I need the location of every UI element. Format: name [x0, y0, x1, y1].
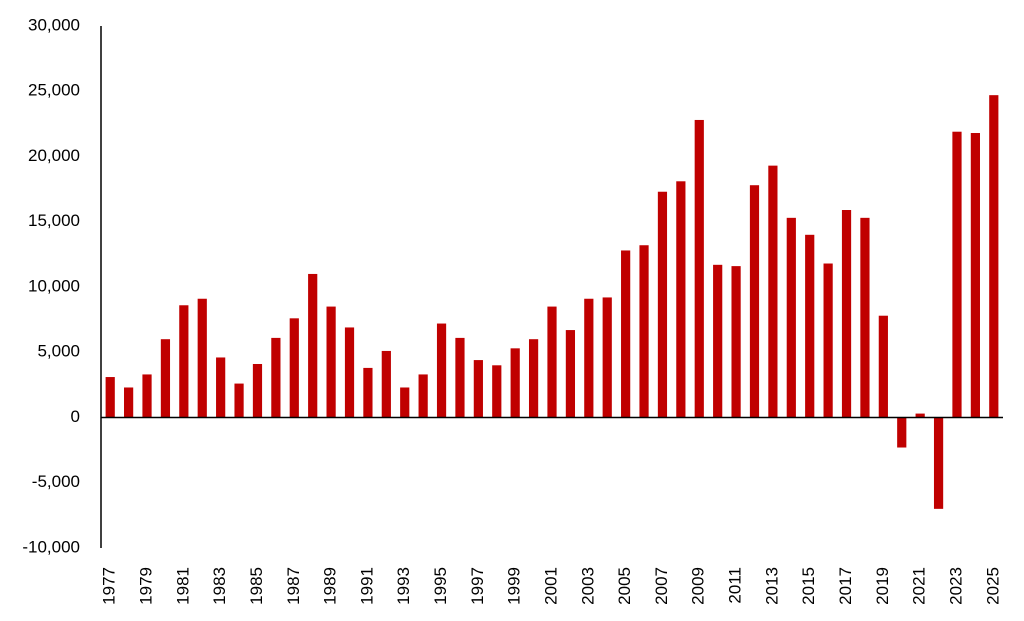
x-tick-label: 1999 [505, 567, 524, 605]
bar-1990 [344, 327, 355, 418]
y-tick-label: -5,000 [32, 472, 80, 491]
bar-2003 [584, 298, 594, 418]
bar-2025 [989, 95, 999, 418]
x-tick-label: 2017 [836, 567, 855, 605]
x-tick-label: 2025 [983, 567, 1002, 605]
bar-2002 [565, 330, 576, 418]
bar-2016 [823, 263, 833, 418]
bar-1993 [400, 387, 410, 418]
bar-2014 [786, 217, 796, 418]
bar-1999 [510, 348, 520, 418]
bar-1997 [473, 360, 483, 418]
bar-2009 [694, 119, 704, 418]
x-tick-label: 1987 [284, 567, 303, 605]
x-tick-label: 1979 [137, 567, 156, 605]
bar-2008 [676, 181, 686, 418]
x-tick-label: 2021 [910, 567, 929, 605]
x-tick-label: 1997 [468, 567, 487, 605]
bar-2012 [749, 185, 760, 418]
x-axis-ticks: 1977 1979 1981 1983 1985 1987 1989 1991 1993 1995… [100, 567, 1003, 605]
bar-2015 [805, 234, 815, 418]
bar-2022 [933, 417, 944, 509]
x-tick-label: 1993 [394, 567, 413, 605]
x-tick-label: 2015 [799, 567, 818, 605]
bar-1977 [105, 377, 115, 418]
bar-2000 [528, 339, 539, 418]
bar-1984 [234, 383, 244, 418]
bar-2007 [657, 191, 668, 418]
bar-1982 [197, 298, 207, 418]
bar-1988 [308, 273, 318, 418]
x-tick-label: 2005 [615, 567, 634, 605]
bar-2010 [713, 264, 723, 418]
bar-1992 [381, 350, 391, 418]
y-tick-label: -10,000 [22, 537, 80, 556]
x-tick-label: 2019 [873, 567, 892, 605]
bar-2021 [915, 413, 925, 418]
bar-1986 [271, 337, 281, 418]
bar-1980 [160, 339, 171, 418]
bar-1996 [455, 337, 465, 418]
bar-1989 [326, 306, 336, 418]
x-tick-label: 2011 [726, 567, 745, 604]
bar-1983 [216, 357, 226, 418]
bar-1995 [436, 323, 447, 418]
bar-2001 [547, 306, 557, 418]
x-tick-label: 2023 [946, 567, 965, 605]
bar-2020 [897, 417, 907, 448]
x-tick-label: 1981 [173, 567, 192, 605]
bar-1987 [289, 318, 299, 418]
y-tick-label: 0 [71, 407, 80, 426]
y-tick-label: 5,000 [37, 342, 80, 361]
x-tick-label: 1995 [431, 567, 450, 605]
y-axis-ticks: 30,000 25,000 20,000 15,000 10,000 5,000 0 -5,0… [22, 15, 80, 556]
bar-2011 [731, 266, 741, 418]
bar-2005 [621, 250, 631, 418]
bar-1978 [124, 387, 134, 418]
x-tick-label: 1991 [357, 567, 376, 605]
x-tick-label: 2003 [578, 567, 597, 605]
bar-1981 [179, 305, 189, 418]
x-tick-label: 2001 [541, 567, 560, 605]
bar-1994 [418, 374, 428, 418]
bar-2023 [952, 131, 962, 418]
bar-2024 [970, 133, 980, 418]
x-tick-label: 2009 [689, 567, 708, 605]
bar-2004 [602, 297, 612, 418]
x-tick-label: 1989 [321, 567, 340, 605]
y-tick-label: 25,000 [28, 81, 80, 100]
x-tick-label: 1977 [100, 567, 119, 605]
bar-1998 [492, 365, 502, 418]
bars-group [105, 95, 999, 509]
bar-1985 [252, 363, 263, 418]
y-tick-label: 15,000 [28, 211, 80, 230]
bar-2013 [768, 165, 778, 418]
x-tick-label: 1985 [247, 567, 266, 605]
x-tick-label: 2013 [762, 567, 781, 605]
x-tick-label: 2007 [652, 567, 671, 605]
y-tick-label: 20,000 [28, 146, 80, 165]
bar-2006 [639, 245, 649, 418]
bar-1979 [142, 374, 152, 418]
bar-2018 [860, 217, 870, 418]
x-tick-label: 1983 [210, 567, 229, 605]
bar-2019 [878, 315, 888, 418]
y-tick-label: 10,000 [28, 276, 80, 295]
bar-2017 [841, 210, 852, 418]
bar-1991 [363, 367, 373, 418]
y-tick-label: 30,000 [28, 15, 80, 34]
